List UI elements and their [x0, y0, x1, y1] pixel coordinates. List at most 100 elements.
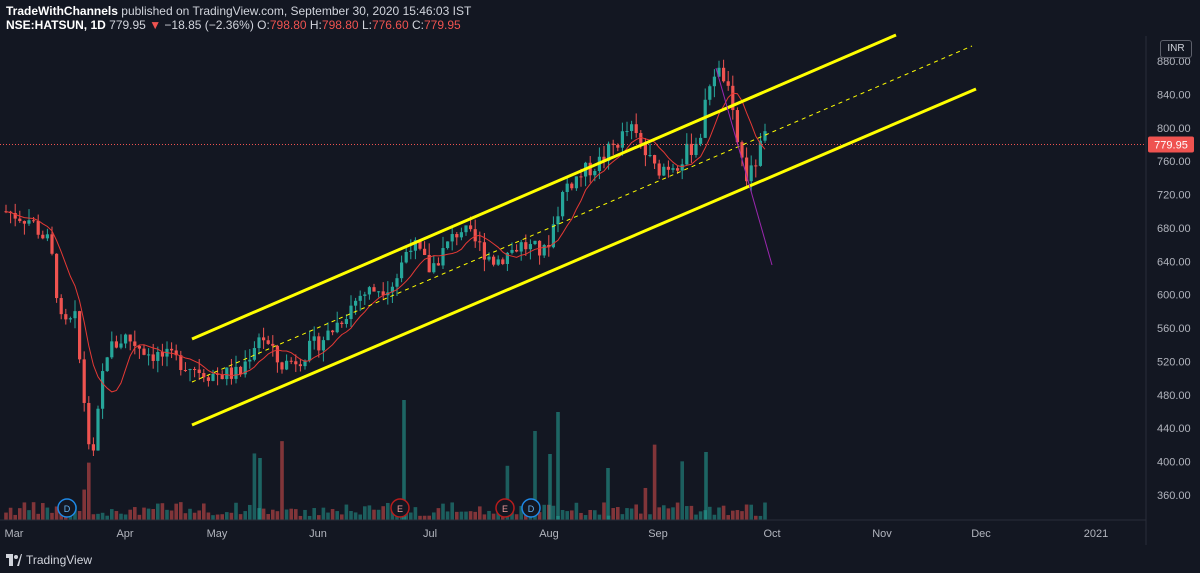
candle-body	[87, 402, 91, 445]
candle-body	[588, 162, 592, 176]
volume-bar	[96, 513, 100, 520]
candle-body	[501, 259, 505, 264]
volume-bar	[18, 508, 22, 520]
open-label: O:	[257, 18, 270, 32]
channel-lower-line	[191, 87, 977, 427]
candle-body	[758, 140, 762, 166]
candle-body	[459, 232, 463, 238]
price-axis[interactable]: 360.00 400.00 440.00 480.00 520.00 560.00 600.…	[1145, 36, 1191, 545]
candle-body	[671, 168, 675, 170]
candle-body	[712, 76, 716, 87]
time-tick-label: Dec	[971, 528, 991, 540]
volume-bar	[726, 515, 730, 520]
marker-label: D	[64, 504, 71, 514]
chart-header: TradeWithChannels published on TradingVi…	[0, 0, 1200, 34]
candle-body	[377, 291, 381, 293]
symbol-label[interactable]: NSE:HATSUN, 1D	[6, 18, 106, 32]
candle-body	[593, 170, 597, 176]
candle-body	[78, 311, 82, 360]
candle-body	[528, 244, 532, 250]
publish-text: published on TradingView.com, September …	[121, 4, 472, 18]
volume-bar	[50, 512, 54, 520]
candle-body	[400, 262, 404, 279]
volume-bar	[565, 511, 569, 520]
brand-name: TradingView	[26, 553, 93, 567]
volume-bar	[275, 511, 280, 520]
candle-body	[280, 362, 284, 370]
candle-body	[492, 256, 496, 265]
volume-bar	[243, 511, 247, 520]
time-tick-label: Nov	[872, 528, 892, 540]
candle-body	[547, 245, 551, 248]
candle-body	[174, 350, 178, 356]
author-name[interactable]: TradeWithChannels	[6, 4, 118, 18]
volume-bar	[583, 515, 588, 520]
tradingview-logo[interactable]: TradingView	[6, 553, 92, 567]
high-value: 798.80	[321, 18, 359, 32]
volume-bar	[537, 512, 542, 520]
candle-body	[390, 286, 394, 293]
candle-body	[643, 143, 647, 156]
price-tick-label: 400.00	[1157, 457, 1191, 469]
candle-body	[358, 295, 362, 301]
price-tick-label: 600.00	[1157, 290, 1191, 302]
volume-bar	[698, 511, 703, 520]
candle-body	[423, 248, 427, 255]
volume-bar	[367, 505, 372, 520]
volume-bar	[694, 514, 698, 520]
volume-bar	[160, 503, 165, 520]
time-tick-label: Jul	[423, 528, 437, 540]
volume-bar	[436, 508, 441, 520]
volume-bar	[192, 512, 197, 520]
candle-body	[68, 318, 72, 320]
volume-bar	[749, 504, 753, 520]
candle-body	[41, 234, 45, 239]
volume-bar	[445, 511, 450, 520]
volume-bar	[744, 504, 749, 520]
candle-body	[211, 373, 215, 381]
volume-bar	[165, 509, 169, 520]
volume-bar	[298, 515, 303, 520]
candle-body	[478, 241, 482, 243]
volume-bar	[183, 513, 188, 520]
candle-body	[469, 225, 473, 230]
candle-body	[64, 314, 68, 320]
low-label: L:	[361, 18, 372, 32]
candle-body	[648, 155, 652, 157]
tradingview-icon	[6, 554, 22, 566]
candle-body	[533, 240, 537, 245]
volume-bar	[409, 512, 413, 520]
marker-label: E	[397, 504, 403, 514]
volume-bar	[344, 504, 349, 520]
candle-body	[96, 408, 100, 451]
candle-body	[515, 249, 519, 252]
candle-body	[455, 234, 459, 238]
volume-bar	[54, 506, 59, 520]
volume-bar	[271, 509, 275, 520]
volume-bar	[41, 503, 45, 520]
candle-body	[404, 251, 408, 263]
channel-mid-line	[191, 45, 973, 383]
dividend-marker	[521, 498, 541, 518]
candle-body	[372, 287, 376, 292]
volume-bar	[602, 502, 606, 520]
time-axis[interactable]: Mar Apr May Jun Jul Aug Sep Oct Nov Dec 2021	[0, 519, 1146, 540]
candle-body	[110, 341, 114, 358]
candle-body	[354, 300, 358, 306]
price-tick-label: 640.00	[1157, 256, 1191, 268]
candle-body	[367, 287, 371, 295]
currency-button[interactable]: INR	[1160, 40, 1192, 58]
candle-body	[266, 340, 270, 344]
candle-body	[519, 242, 523, 252]
high-label: H:	[309, 18, 322, 32]
volume-bar	[689, 505, 694, 520]
volume-bar	[238, 514, 243, 520]
price-tick-label: 360.00	[1157, 490, 1191, 502]
volume-bar	[179, 502, 183, 520]
volume-bar	[128, 509, 132, 520]
volume-bar	[731, 510, 735, 520]
candle-body	[574, 176, 578, 189]
candle-body	[680, 164, 684, 171]
